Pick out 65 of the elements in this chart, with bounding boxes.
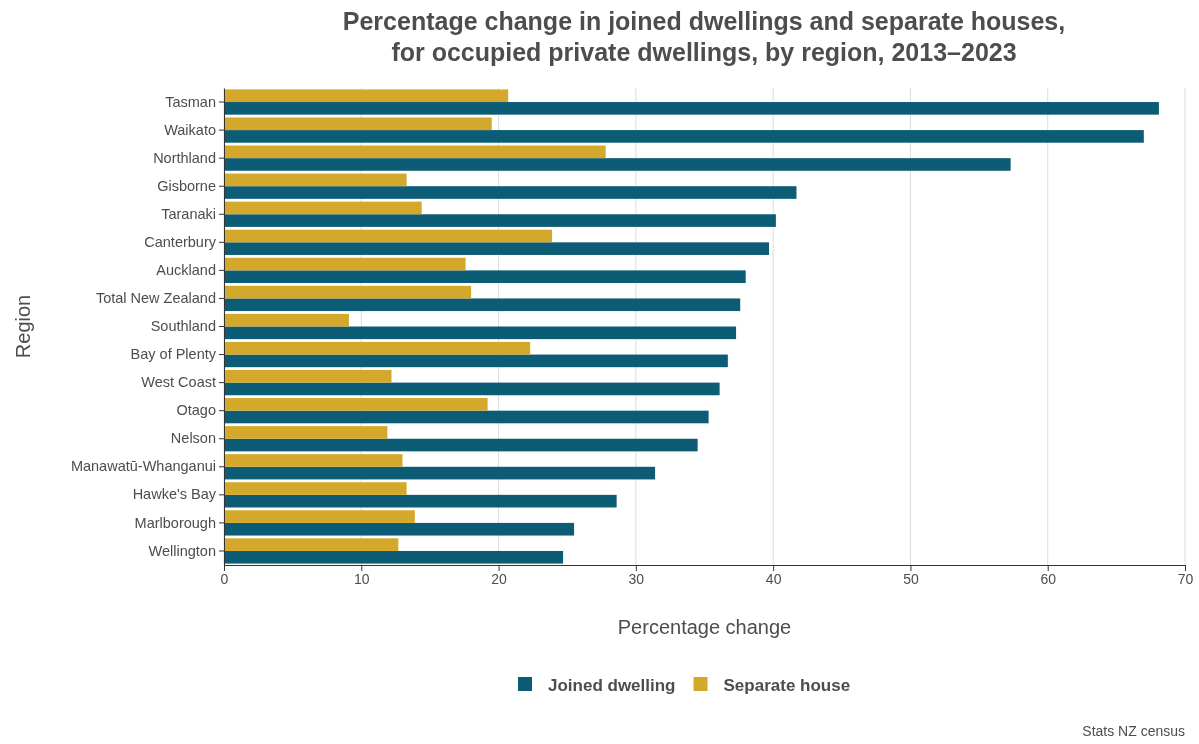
bar: [224, 522, 575, 536]
bar: [224, 285, 472, 299]
y-axis-title: Region: [12, 294, 34, 359]
bar: [224, 130, 1144, 143]
bar: [224, 410, 709, 424]
bar: [224, 510, 415, 523]
y-tick-label: Taranaki: [161, 205, 216, 222]
y-tick-label: Gisborne: [157, 177, 216, 194]
bar: [224, 229, 553, 243]
bar: [224, 313, 349, 327]
bar: [224, 270, 746, 284]
bar: [224, 466, 656, 480]
bar: [224, 538, 399, 551]
bar: [224, 117, 492, 131]
text: Stats NZ census: [1082, 723, 1185, 739]
bar: [224, 382, 720, 396]
x-tick-label: 30: [628, 570, 645, 587]
bar: [224, 426, 388, 439]
y-tick-label: Manawatū-Whanganui: [70, 458, 216, 475]
y-tick-label: Marlborough: [134, 514, 216, 531]
bar: [224, 494, 617, 508]
y-tick-label: Northland: [153, 149, 216, 166]
bar: [224, 354, 728, 368]
bar: [224, 398, 488, 411]
bar: [224, 242, 770, 255]
bar: [224, 454, 403, 467]
bar: [224, 158, 1011, 171]
y-tick-label: West Coast: [141, 374, 216, 391]
bar: [224, 438, 698, 452]
y-tick-label: Southland: [150, 318, 216, 335]
bar: [224, 369, 392, 383]
x-tick-label: 10: [354, 570, 370, 587]
x-tick-label: 40: [765, 570, 782, 587]
bar: [224, 89, 509, 103]
x-tick-label: 70: [1177, 570, 1194, 587]
chart-title: Percentage change in joined dwellings and separate houses, for occupied private dwellings, by region, 2013–2023: [342, 7, 1066, 66]
bar: [224, 201, 422, 215]
bar: [224, 326, 737, 340]
y-tick-label: Auckland: [156, 262, 216, 279]
bar: [224, 298, 741, 312]
bar: [224, 257, 466, 271]
x-tick-label: 60: [1040, 570, 1057, 587]
y-tick-label: Waikato: [164, 121, 216, 138]
bar: [224, 482, 407, 495]
y-tick-label: Nelson: [170, 430, 216, 447]
x-axis-title: Percentage change: [617, 616, 792, 638]
bar: [224, 214, 776, 227]
legend-label: Separate house: [723, 676, 851, 695]
x-tick-label: 0: [220, 570, 229, 587]
bar: [224, 341, 531, 355]
y-tick-label: Bay of Plenty: [130, 346, 217, 363]
y-tick-label: Tasman: [165, 93, 216, 110]
y-tick-label: Total New Zealand: [95, 290, 216, 307]
y-tick-label: Hawke's Bay: [132, 486, 217, 503]
y-tick-label: Canterbury: [144, 233, 217, 250]
x-tick-label: 20: [491, 570, 508, 587]
x-tick-label: 50: [903, 570, 919, 587]
y-tick-label: Wellington: [148, 542, 216, 559]
legend-label: Joined dwelling: [548, 676, 676, 695]
bar: [224, 102, 1159, 115]
bar: [224, 550, 564, 564]
bar: [224, 145, 606, 159]
y-tick-label: Otago: [176, 402, 216, 419]
bar: [224, 186, 797, 199]
bar: [224, 173, 407, 187]
